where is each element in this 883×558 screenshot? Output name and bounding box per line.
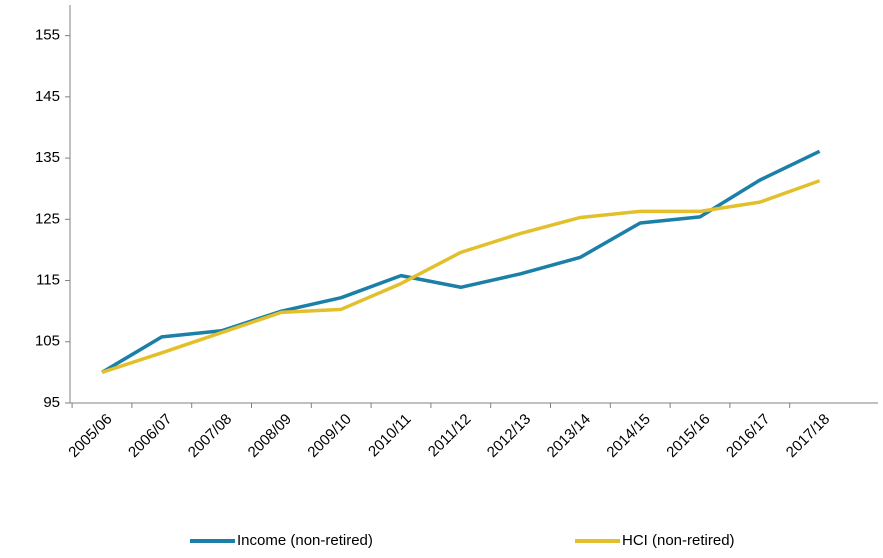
y-tick-label: 95 — [43, 394, 60, 411]
x-tick-label: 2007/08 — [185, 411, 235, 461]
x-tick-label: 2005/06 — [65, 411, 115, 461]
legend-label: HCI (non-retired) — [622, 532, 735, 549]
x-tick-label: 2008/09 — [245, 411, 295, 461]
x-tick-label: 2016/17 — [723, 411, 773, 461]
y-tick-label: 155 — [35, 27, 60, 44]
x-tick-label: 2011/12 — [425, 411, 475, 461]
y-tick-label: 115 — [36, 272, 60, 289]
y-tick-label: 135 — [35, 149, 60, 166]
line-series — [101, 149, 821, 374]
x-tick-label: 2006/07 — [125, 411, 175, 461]
x-tick-label: 2010/11 — [365, 411, 415, 461]
x-tick-label: 2009/10 — [304, 411, 354, 461]
x-tick-label: 2013/14 — [544, 411, 594, 461]
y-tick-label: 145 — [35, 88, 60, 105]
x-tick-label: 2014/15 — [603, 411, 653, 461]
line-series — [101, 179, 821, 375]
legend-label: Income (non-retired) — [237, 532, 373, 549]
y-tick-label: 105 — [35, 333, 60, 350]
y-tick-label: 125 — [35, 210, 60, 227]
x-tick-label: 2015/16 — [663, 411, 713, 461]
x-tick-label: 2017/18 — [783, 411, 833, 461]
x-tick-label: 2012/13 — [484, 411, 534, 461]
